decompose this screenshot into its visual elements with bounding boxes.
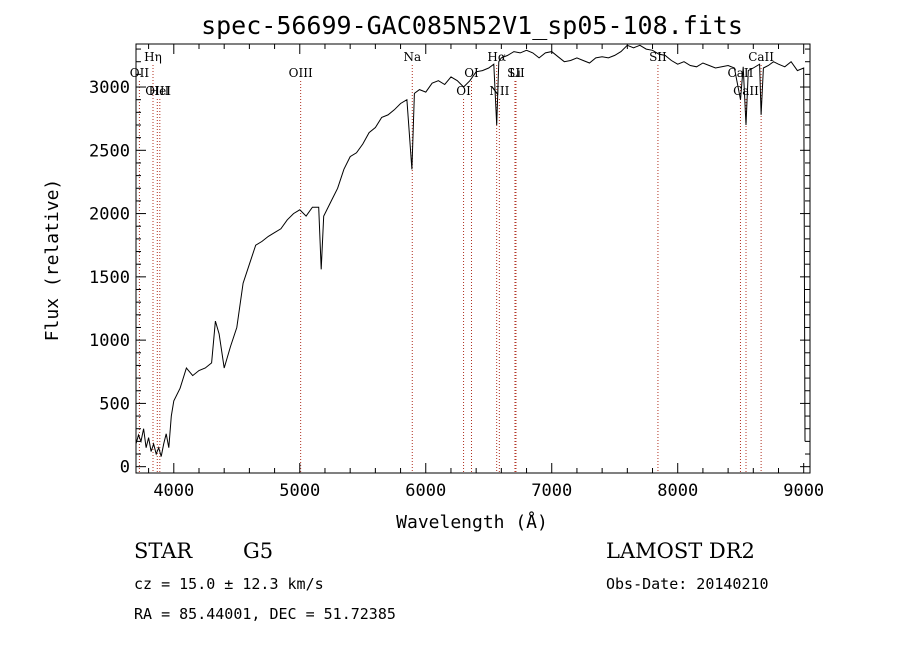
x-tick-label: 6000 xyxy=(405,481,446,501)
y-tick-label: 1000 xyxy=(89,331,130,351)
spectral-line-markers: HηOIIOIIIHeIOIIINaOIOIHαNIISIILiSIICaIIC… xyxy=(130,50,774,473)
line-label: CaII xyxy=(748,50,774,64)
x-tick-label: 9000 xyxy=(783,481,824,501)
y-tick-label: 0 xyxy=(120,458,130,478)
line-label: SII xyxy=(649,50,667,64)
y-tick-label: 500 xyxy=(99,394,130,414)
object-subclass: G5 xyxy=(243,539,273,563)
line-label: Hα xyxy=(487,50,506,64)
line-label: OIII xyxy=(145,84,169,98)
plot-frame xyxy=(135,43,811,474)
y-tick-label: 3000 xyxy=(89,78,130,98)
y-axis-label: Flux (relative) xyxy=(42,179,63,342)
plot-area xyxy=(135,43,811,474)
line-label: OI xyxy=(456,84,471,98)
line-label: CaII xyxy=(728,66,754,80)
axes-ticks: 4000 5000 6000 7000 8000 9000 0 500 1000 1500 2000… xyxy=(89,44,824,501)
chart-title: spec-56699-GAC085N52V1_sp05-108.fits xyxy=(201,11,743,40)
line-label: CaII xyxy=(733,84,759,98)
x-axis-label: Wavelength (Å) xyxy=(396,511,548,533)
object-class: STAR xyxy=(134,539,193,563)
survey-name: LAMOST DR2 xyxy=(606,539,755,563)
line-label: Na xyxy=(403,50,421,64)
y-tick-label: 2500 xyxy=(89,141,130,161)
x-tick-label: 4000 xyxy=(153,481,194,501)
line-label: OII xyxy=(130,66,150,80)
redshift-info: cz = 15.0 ± 12.3 km/s xyxy=(134,575,324,593)
spectrum-line xyxy=(135,44,806,457)
y-tick-label: 1500 xyxy=(89,268,130,288)
line-label: Hη xyxy=(144,50,162,64)
y-tick-label: 2000 xyxy=(89,205,130,225)
line-label: Li xyxy=(509,66,521,80)
x-tick-label: 7000 xyxy=(531,481,572,501)
line-label: OIII xyxy=(289,66,313,80)
line-label: SII xyxy=(507,66,525,80)
line-label: OI xyxy=(464,66,479,80)
line-label: HeI xyxy=(149,84,172,98)
line-label: NII xyxy=(489,84,509,98)
coordinates: RA = 85.44001, DEC = 51.72385 xyxy=(134,605,396,623)
x-tick-label: 5000 xyxy=(279,481,320,501)
x-tick-label: 8000 xyxy=(657,481,698,501)
observation-date: Obs-Date: 20140210 xyxy=(606,575,769,593)
